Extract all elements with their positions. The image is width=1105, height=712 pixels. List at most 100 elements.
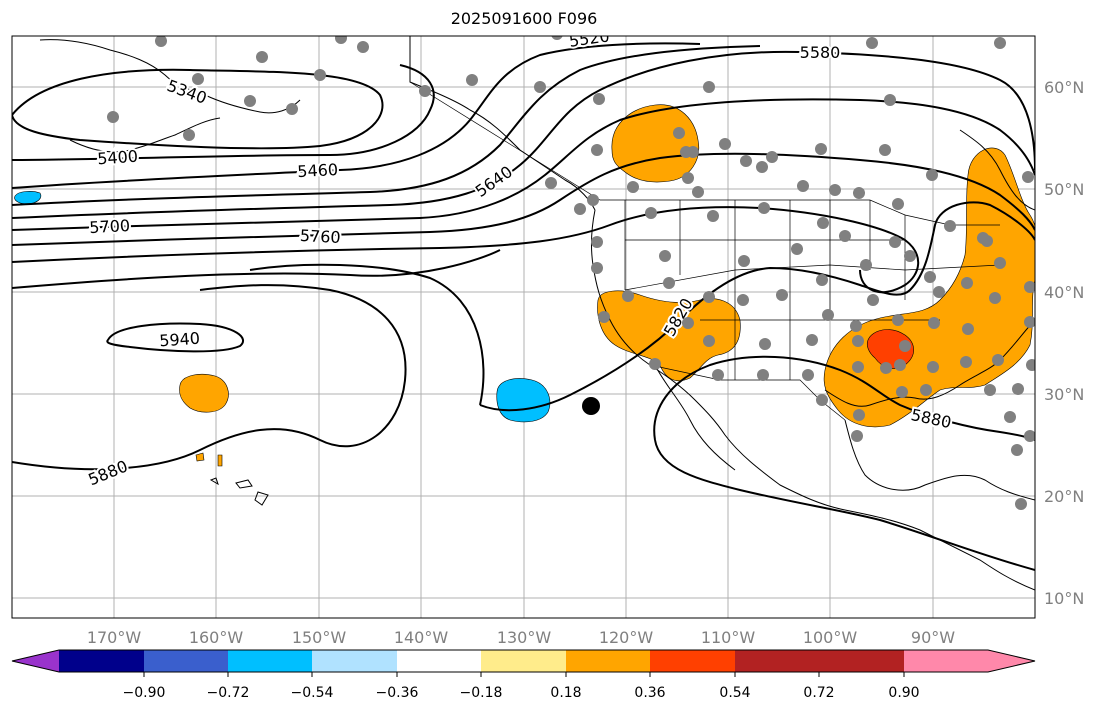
colorbar-bin	[481, 650, 566, 672]
station-marker	[851, 430, 863, 442]
station-marker	[928, 317, 940, 329]
station-marker	[994, 37, 1006, 49]
station-marker	[1026, 359, 1035, 371]
station-marker	[880, 362, 892, 374]
coastline-hudson	[959, 129, 1035, 211]
station-marker	[879, 144, 891, 156]
station-marker	[815, 143, 827, 155]
station-marker	[920, 384, 932, 396]
station-marker	[961, 277, 973, 289]
station-marker	[737, 294, 749, 306]
coastline-hawaii	[209, 477, 269, 506]
station-marker	[816, 274, 828, 286]
contour-5640	[12, 98, 1035, 231]
coastline-gulf	[824, 319, 1035, 407]
station-marker	[707, 210, 719, 222]
station-marker	[758, 202, 770, 214]
station-marker	[926, 169, 938, 181]
station-marker	[839, 230, 851, 242]
station-marker	[719, 138, 731, 150]
station-marker	[853, 187, 865, 199]
colorbar-bin	[312, 650, 397, 672]
station-marker	[545, 177, 557, 189]
station-marker	[904, 250, 916, 262]
station-marker	[766, 151, 778, 163]
contour-5880-east	[653, 355, 1035, 441]
station-marker	[659, 250, 671, 262]
station-marker	[892, 198, 904, 210]
colorbar-bin	[228, 650, 312, 672]
colorbar-outline	[11, 649, 1036, 673]
station-marker	[1024, 281, 1035, 293]
station-marker	[627, 181, 639, 193]
anomaly-region-hawaii	[179, 374, 229, 413]
contour-5520	[12, 45, 761, 206]
station-marker	[598, 311, 610, 323]
station-marker	[682, 317, 694, 329]
station-marker	[896, 386, 908, 398]
station-marker	[155, 36, 167, 47]
station-marker	[757, 369, 769, 381]
station-marker	[692, 186, 704, 198]
anomaly-region-small	[217, 454, 223, 467]
lat-label: 40°N	[1044, 283, 1084, 302]
anomaly-region-negative	[14, 191, 42, 205]
station-marker	[756, 161, 768, 173]
station-marker	[574, 203, 586, 215]
colorbar-tick-label: 0.18	[550, 685, 581, 701]
lon-label: 100°W	[803, 628, 858, 647]
contour-5580	[12, 50, 1035, 219]
anomaly-fills	[14, 104, 1035, 467]
colorbar-bin	[397, 650, 481, 672]
station-marker	[649, 358, 661, 370]
colorbar-tick-label: −0.72	[207, 685, 250, 701]
station-marker	[960, 356, 972, 368]
station-marker	[587, 194, 599, 206]
colorbar-tick-marks	[143, 672, 905, 677]
contour-5400	[12, 64, 435, 161]
lon-label: 120°W	[599, 628, 654, 647]
station-marker	[889, 236, 901, 248]
contour-5700	[12, 152, 1035, 246]
height-contours	[12, 42, 1035, 571]
station-marker	[335, 36, 347, 44]
station-marker	[806, 334, 818, 346]
station-marker	[1011, 444, 1023, 456]
longitude-labels: 170°W 160°W 150°W 140°W 130°W 120°W 110°…	[87, 628, 955, 647]
station-marker	[645, 207, 657, 219]
map-frame	[11, 35, 1036, 619]
station-marker	[183, 129, 195, 141]
map-canvas: 5340 5400 5460 5520 5580 5640 5700 5760 …	[12, 36, 1035, 618]
station-marker	[673, 127, 685, 139]
station-marker	[853, 409, 865, 421]
station-marker	[867, 294, 879, 306]
station-marker	[740, 155, 752, 167]
colorbar-tick-label: −0.54	[291, 685, 334, 701]
lat-label: 10°N	[1044, 589, 1084, 608]
colorbar-tick-label: 0.36	[634, 685, 665, 701]
colorbar-tick-label: 0.90	[888, 685, 919, 701]
station-marker	[534, 81, 546, 93]
lon-label: 130°W	[497, 628, 552, 647]
contour-label: 5580	[800, 43, 841, 62]
lon-label: 140°W	[394, 628, 449, 647]
station-marker	[992, 354, 1004, 366]
contour-label: 5760	[299, 226, 341, 247]
station-marker	[802, 369, 814, 381]
colorbar-tick-label: −0.36	[376, 685, 419, 701]
lon-label: 150°W	[292, 628, 347, 647]
contour-5340	[12, 68, 384, 150]
anomaly-region-small	[195, 452, 205, 462]
contour-5760b	[12, 249, 501, 289]
station-marker	[981, 235, 993, 247]
colorbar-extend-low	[12, 650, 59, 672]
contour-label: 5400	[97, 147, 139, 169]
contour-5820	[479, 201, 1035, 412]
station-marker	[591, 144, 603, 156]
colorbar-bin	[650, 650, 735, 672]
contour-label: 5460	[297, 160, 339, 181]
colorbar-bin	[144, 650, 228, 672]
station-marker	[791, 243, 803, 255]
contour-5880-south	[654, 439, 1035, 571]
station-marker	[1012, 383, 1024, 395]
